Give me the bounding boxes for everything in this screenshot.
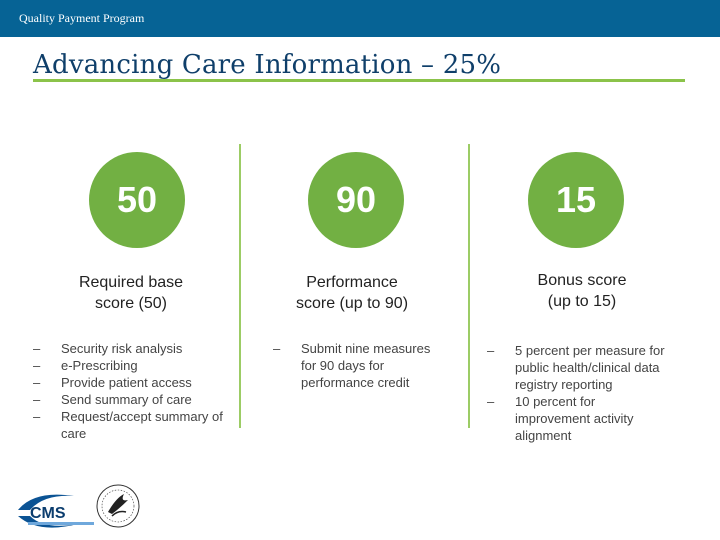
list-item-text: Request/accept summary of care <box>61 409 223 441</box>
cms-logo: CMS <box>18 494 94 528</box>
list-item-text: Submit nine measures for 90 days for per… <box>301 341 431 390</box>
list-item-text: 5 percent per measure for public health/… <box>515 343 665 392</box>
program-name: Quality Payment Program <box>19 11 145 25</box>
bullet-dash: – <box>33 409 41 424</box>
bonus-score-value: 15 <box>555 179 597 220</box>
bullet-dash: – <box>33 375 41 390</box>
list-item-text: 10 percent for improvement activity alig… <box>515 394 634 443</box>
list-item: – Security risk analysis <box>33 340 238 357</box>
bonus-score-heading: Bonus score (up to 15) <box>492 270 672 312</box>
title-underline <box>33 79 685 82</box>
list-item: – Provide patient access <box>33 374 238 391</box>
base-score-circle: 50 <box>89 152 185 248</box>
base-score-value: 50 <box>116 179 158 220</box>
performance-score-heading-line2: score (up to 90) <box>295 295 409 312</box>
performance-score-heading: Performance score (up to 90) <box>262 272 442 314</box>
page-title: Advancing Care Information – 25% <box>33 50 502 80</box>
list-item-text: Security risk analysis <box>61 341 183 356</box>
bonus-score-list: – 5 percent per measure for public health… <box>487 342 669 444</box>
list-item-text: Provide patient access <box>61 375 192 390</box>
performance-score-circle: 90 <box>308 152 404 248</box>
hhs-seal-icon <box>96 484 140 528</box>
list-item: – e-Prescribing <box>33 357 238 374</box>
bullet-dash: – <box>33 341 41 356</box>
base-score-heading: Required base score (50) <box>40 272 222 314</box>
bullet-dash: – <box>33 358 41 373</box>
top-banner: Quality Payment Program <box>0 0 720 37</box>
list-item: – Submit nine measures for 90 days for pe… <box>273 340 445 391</box>
list-item: – Request/accept summary of care <box>33 408 238 442</box>
bonus-score-heading-line1: Bonus score <box>537 272 627 289</box>
bonus-score-heading-line2: (up to 15) <box>547 293 617 310</box>
bullet-dash: – <box>487 343 495 358</box>
cms-logo-text: CMS <box>30 505 66 522</box>
list-item: – Send summary of care <box>33 391 238 408</box>
bullet-dash: – <box>273 341 281 356</box>
list-item: – 10 percent for improvement activity ali… <box>487 393 669 444</box>
performance-score-list: – Submit nine measures for 90 days for pe… <box>273 340 445 391</box>
base-score-heading-line1: Required base <box>78 274 184 291</box>
base-score-heading-line2: score (50) <box>94 295 168 312</box>
bullet-dash: – <box>487 394 495 409</box>
bonus-score-circle: 15 <box>528 152 624 248</box>
list-item: – 5 percent per measure for public health… <box>487 342 669 393</box>
list-item-text: e-Prescribing <box>61 358 138 373</box>
performance-score-value: 90 <box>335 179 377 220</box>
column-divider-1 <box>239 144 241 428</box>
column-divider-2 <box>468 144 470 428</box>
base-score-list: – Security risk analysis – e-Prescribing –… <box>33 340 238 442</box>
performance-score-heading-line1: Performance <box>306 274 398 291</box>
list-item-text: Send summary of care <box>61 392 192 407</box>
footer-logos: CMS <box>14 484 154 532</box>
bullet-dash: – <box>33 392 41 407</box>
